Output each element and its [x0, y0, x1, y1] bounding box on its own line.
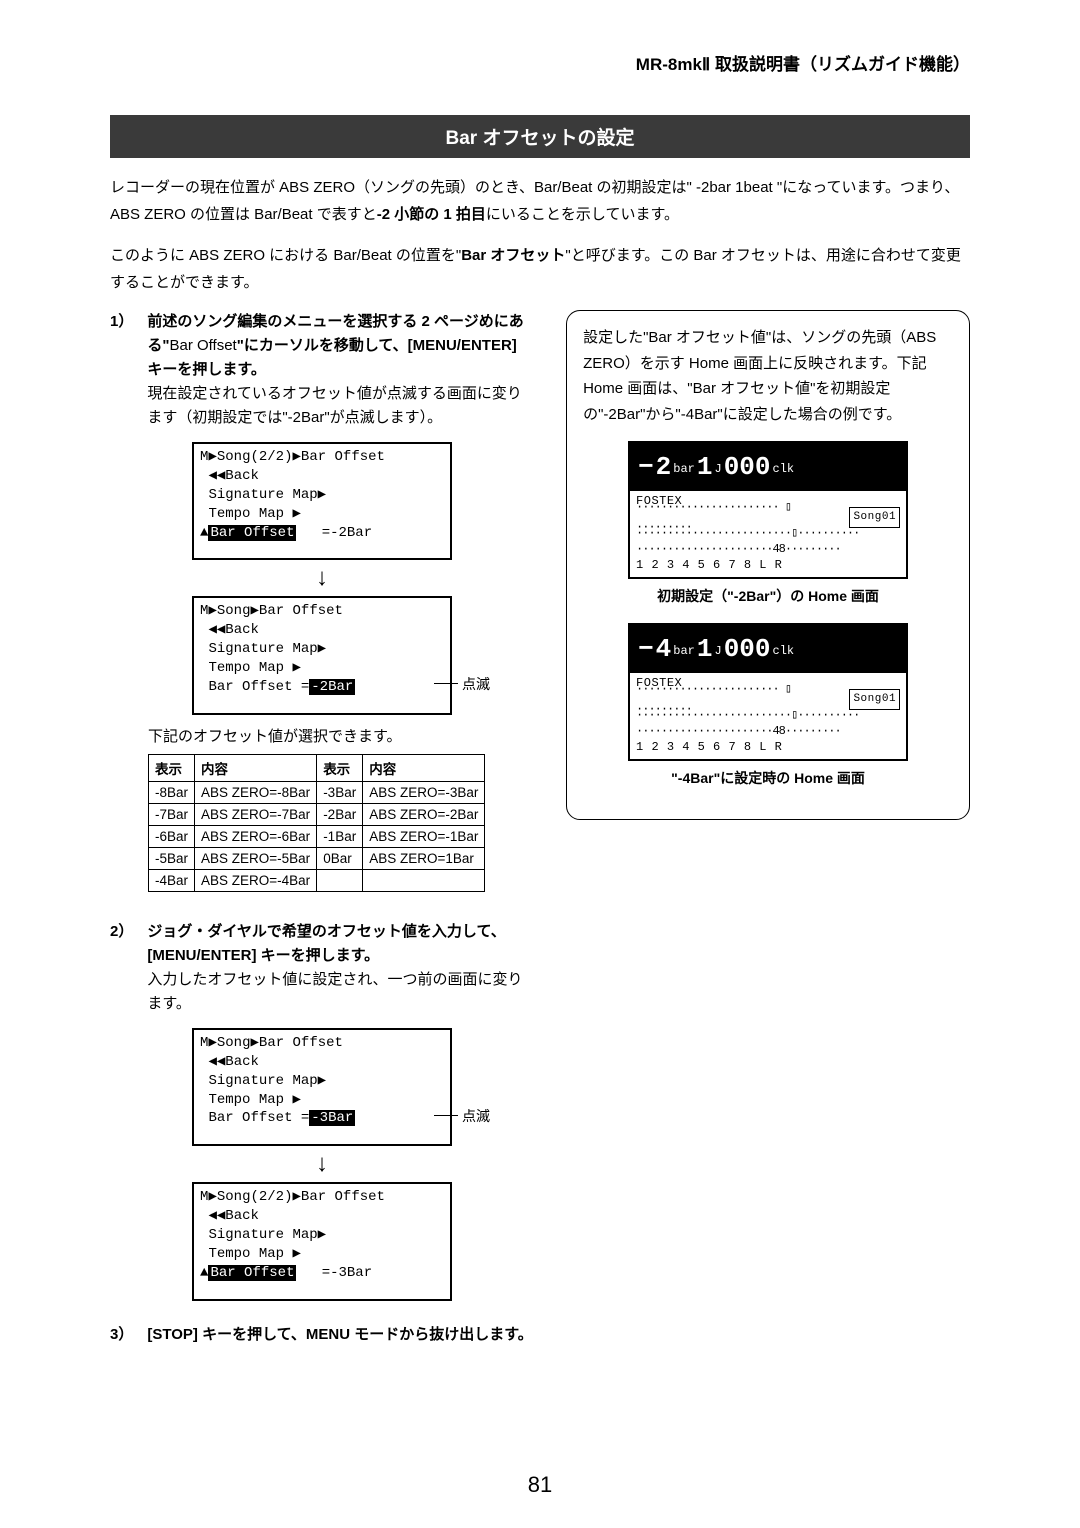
arrow-down-icon: ↓ [110, 566, 534, 590]
table-header-row: 表示 内容 表示 内容 [149, 754, 485, 781]
lcd-line: ◀◀Back [200, 1053, 444, 1072]
lcd-line: Tempo Map ▶ [200, 1091, 444, 1110]
home-screen-1: − 2bar 1J 000clk FOSTEX ················… [628, 441, 908, 579]
lcd-line: Tempo Map ▶ [200, 505, 444, 524]
step-text: 現在設定されているオフセット値が点滅する画面に変ります（初期設定では"-2Bar… [147, 385, 522, 426]
step-number: 1） [110, 310, 133, 430]
table-intro: 下記のオフセット値が選択できます。 [148, 725, 534, 746]
step-text: 入力したオフセット値に設定され、一つ前の画面に変ります。 [147, 971, 522, 1012]
home-screen-body: FOSTEX ······················· ▯ ·······… [630, 491, 906, 573]
lcd-line: Signature Map▶ [200, 1226, 444, 1245]
home-screen-caption-1: 初期設定（"-2Bar"）の Home 画面 [583, 585, 953, 609]
intro-text-fragment: このように ABS ZERO における Bar/Beat の位置を" [110, 247, 461, 264]
step-text: ジョグ・ダイヤルで希望のオフセット値を入力して、[MENU/ENTER] キーを… [147, 923, 505, 964]
home-screen-caption-2: "-4Bar"に設定時の Home 画面 [583, 767, 953, 791]
lcd-title: M▶Song▶Bar Offset [200, 1034, 444, 1053]
lcd-line: ▲Bar Offset =-3Bar [200, 1264, 444, 1283]
intro-bold: -2 小節の 1 拍目 [377, 206, 486, 223]
lcd-line: Signature Map▶ [200, 640, 444, 659]
intro-paragraph-2: このように ABS ZERO における Bar/Beat の位置を"Bar オフ… [110, 242, 970, 296]
lcd-line: Signature Map▶ [200, 1072, 444, 1091]
step-1: 1） 前述のソング編集のメニューを選択する 2 ページめにある"Bar Offs… [110, 310, 534, 430]
table-row: -8BarABS ZERO=-8Bar-3BarABS ZERO=-3Bar [149, 781, 485, 803]
lcd-line: Bar Offset =-3Bar [200, 1109, 444, 1128]
lcd-line: ◀◀Back [200, 621, 444, 640]
lcd-line: ◀◀Back [200, 467, 444, 486]
step-3: 3） [STOP] キーを押して、MENU モードから抜け出します。 [110, 1323, 534, 1347]
step-2: 2） ジョグ・ダイヤルで希望のオフセット値を入力して、[MENU/ENTER] … [110, 920, 534, 1016]
step-body: ジョグ・ダイヤルで希望のオフセット値を入力して、[MENU/ENTER] キーを… [147, 920, 534, 1016]
right-column: 設定した"Bar オフセット値"は、ソングの先頭（ABS ZERO）を示す Ho… [566, 310, 970, 1359]
section-title: Bar オフセットの設定 [110, 115, 970, 158]
home-screen-counter: − 2bar 1J 000clk [630, 443, 906, 491]
intro-text-fragment: にいることを示しています。 [486, 206, 679, 223]
info-text: 設定した"Bar オフセット値"は、ソングの先頭（ABS ZERO）を示す Ho… [583, 325, 953, 427]
table-row: -5BarABS ZERO=-5Bar0BarABS ZERO=1Bar [149, 847, 485, 869]
table-header: 内容 [363, 754, 485, 781]
table-header: 表示 [149, 754, 195, 781]
blink-annotation: 点滅 [462, 674, 490, 694]
lcd-screen-2: M▶Song▶Bar Offset ◀◀Back Signature Map▶ … [192, 596, 452, 714]
lcd-line: ◀◀Back [200, 1207, 444, 1226]
lcd-line: ▲Bar Offset =-2Bar [200, 524, 444, 543]
lcd-line: Tempo Map ▶ [200, 1245, 444, 1264]
step-number: 2） [110, 920, 133, 1016]
lcd-line: Tempo Map ▶ [200, 659, 444, 678]
table-header: 内容 [195, 754, 317, 781]
blink-annotation: 点滅 [462, 1106, 490, 1126]
lcd-title: M▶Song▶Bar Offset [200, 602, 444, 621]
table-row: -4BarABS ZERO=-4Bar [149, 869, 485, 891]
table-row: -7BarABS ZERO=-7Bar-2BarABS ZERO=-2Bar [149, 803, 485, 825]
home-screen-body: FOSTEX ······················· ▯ ·······… [630, 673, 906, 755]
offset-table: 表示 内容 表示 内容 -8BarABS ZERO=-8Bar-3BarABS … [148, 754, 485, 892]
lcd-title: M▶Song(2/2)▶Bar Offset [200, 1188, 444, 1207]
page-header: MR-8mkⅡ 取扱説明書（リズムガイド機能） [110, 50, 970, 75]
table-row: -6BarABS ZERO=-6Bar-1BarABS ZERO=-1Bar [149, 825, 485, 847]
intro-bold-baroffset: Bar オフセット [461, 247, 565, 264]
table-header: 表示 [317, 754, 363, 781]
info-box: 設定した"Bar オフセット値"は、ソングの先頭（ABS ZERO）を示す Ho… [566, 310, 970, 820]
step-number: 3） [110, 1323, 133, 1347]
intro-paragraph-1: レコーダーの現在位置が ABS ZERO（ソングの先頭）のとき、Bar/Beat… [110, 174, 970, 228]
left-column: 1） 前述のソング編集のメニューを選択する 2 ページめにある"Bar Offs… [110, 310, 534, 1359]
arrow-down-icon: ↓ [110, 1152, 534, 1176]
lcd-line: Signature Map▶ [200, 486, 444, 505]
home-screen-2: − 4bar 1J 000clk FOSTEX ················… [628, 623, 908, 761]
lcd-line: Bar Offset =-2Bar [200, 678, 444, 697]
lcd-screen-3: M▶Song▶Bar Offset ◀◀Back Signature Map▶ … [192, 1028, 452, 1146]
lcd-screen-4: M▶Song(2/2)▶Bar Offset ◀◀Back Signature … [192, 1182, 452, 1300]
lcd-title: M▶Song(2/2)▶Bar Offset [200, 448, 444, 467]
step-text: [STOP] キーを押して、MENU モードから抜け出します。 [147, 1326, 532, 1343]
step-body: 前述のソング編集のメニューを選択する 2 ページめにある"Bar Offset"… [147, 310, 534, 430]
step-body: [STOP] キーを押して、MENU モードから抜け出します。 [147, 1323, 532, 1347]
lcd-screen-1: M▶Song(2/2)▶Bar Offset ◀◀Back Signature … [192, 442, 452, 560]
page-number: 81 [0, 1472, 1080, 1498]
bar-offset-label: Bar Offset [169, 337, 236, 354]
home-screen-counter: − 4bar 1J 000clk [630, 625, 906, 673]
